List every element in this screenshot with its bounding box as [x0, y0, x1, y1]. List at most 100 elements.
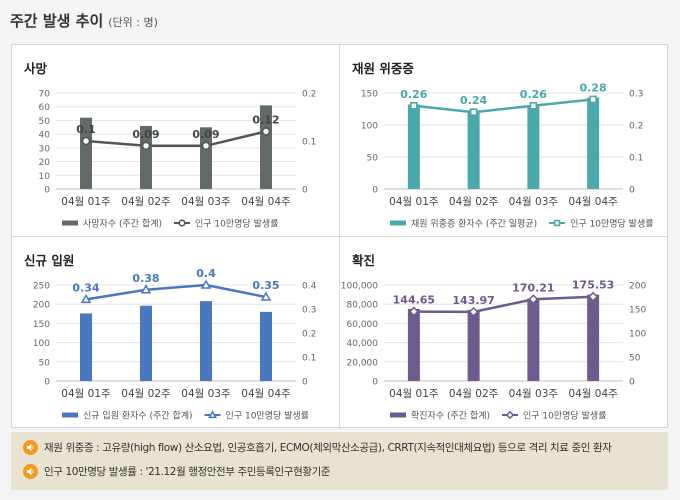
y2-tick-label: 50 — [629, 354, 641, 364]
x-tick-label: 04월 01주 — [389, 196, 439, 208]
x-tick-label: 04월 02주 — [121, 388, 171, 400]
y-tick-label: 10 — [39, 172, 51, 182]
speaker-icon — [23, 440, 38, 455]
y-tick-label: 100 — [33, 339, 50, 349]
legend-marker — [178, 219, 186, 227]
bar — [140, 305, 152, 381]
chart-panel-death: 사망 0 10 20 30 40 50 60 70 0 0.1 0.2 0.1 0.09 0.09 0.12… — [12, 45, 340, 237]
rate-point — [468, 306, 479, 317]
y2-tick-label: 0.2 — [302, 330, 316, 340]
chart-title: 사망 — [24, 61, 48, 76]
x-tick-label: 04월 03주 — [181, 388, 231, 400]
chart-title: 재원 위중증 — [352, 61, 414, 76]
y-tick-label: 200 — [33, 301, 50, 311]
x-tick-label: 04월 03주 — [509, 196, 559, 208]
y-tick-label: 150 — [361, 90, 378, 100]
y-tick-label: 0 — [372, 186, 378, 196]
rate-line — [413, 98, 594, 114]
legend-swatch-bars — [62, 220, 78, 226]
rate-point — [80, 293, 92, 304]
rate-point — [528, 294, 539, 305]
data-label: 0.35 — [252, 279, 279, 292]
y2-tick-label: 200 — [629, 282, 646, 292]
data-label: 144.65 — [393, 294, 435, 307]
rate-point — [589, 95, 597, 104]
x-tick-label: 04월 03주 — [181, 196, 231, 208]
rate-point — [81, 136, 91, 146]
y2-tick-label: 0 — [302, 378, 308, 388]
bar — [140, 125, 152, 189]
y-tick-label: 0 — [44, 378, 50, 388]
x-tick-label: 04월 04주 — [241, 196, 291, 208]
bar — [467, 110, 480, 189]
y2-tick-label: 0.2 — [629, 122, 643, 132]
bar — [587, 294, 600, 381]
data-label: 143.97 — [452, 294, 494, 307]
unit-label: (단위 : 명) — [108, 16, 158, 29]
y-tick-label: 0 — [44, 186, 50, 196]
bar — [80, 117, 92, 189]
rate-point — [410, 101, 418, 110]
y-tick-label: 20 — [39, 158, 51, 168]
legend-swatch-bars — [62, 412, 78, 418]
footnotes: 재원 위중증 : 고유량(high flow) 산소요법, 인공호흡기, ECM… — [11, 432, 668, 490]
bar — [467, 309, 480, 381]
data-label: 0.26 — [400, 88, 427, 101]
y2-tick-label: 0 — [629, 378, 635, 388]
footnote-text: 인구 10만명당 발생률 : '21.12월 행정안전부 주민등록인구현황기준 — [44, 466, 331, 478]
chart-title: 확진 — [352, 253, 376, 268]
y-tick-label: 40,000 — [347, 339, 379, 349]
y2-tick-label: 150 — [629, 306, 646, 316]
y2-tick-label: 0.4 — [302, 282, 317, 292]
chart-panel-confirmed: 확진 0 20,000 40,000 60,000 80,000 100,000 0 50 10… — [340, 237, 667, 429]
y2-tick-label: 0.1 — [302, 138, 316, 148]
data-label: 0.09 — [192, 128, 219, 141]
y-tick-label: 80,000 — [347, 301, 379, 311]
legend-label: 인구 10만명당 발생률 — [570, 219, 653, 230]
legend-label: 확진자수 (주간 합계) — [411, 410, 490, 422]
y-tick-label: 50 — [39, 358, 51, 368]
chart-panel-icu: 재원 위중증 0 50 100 150 0 0.1 0.2 0.3 0.26 0.24 0.26 0.… — [340, 45, 667, 237]
admission-chart: 0 50 100 150 200 250 0 0.1 0.2 0.3 0.4 0.34 0.38 0.4 0… — [33, 267, 317, 422]
bar — [260, 311, 272, 381]
y2-tick-label: 0.3 — [302, 306, 316, 316]
y-tick-label: 30 — [39, 144, 51, 154]
bar — [200, 301, 212, 381]
x-tick-label: 04월 03주 — [509, 388, 559, 400]
legend-label: 인구 10만명당 발생률 — [226, 411, 309, 422]
y-tick-label: 50 — [367, 154, 379, 164]
y-tick-label: 70 — [39, 90, 51, 100]
y-tick-label: 150 — [33, 320, 50, 330]
y2-tick-label: 0.3 — [629, 90, 643, 100]
chart-grid: 사망 0 10 20 30 40 50 60 70 0 0.1 0.2 0.1 0.09 0.09 0.12… — [11, 44, 668, 429]
footnote: 재원 위중증 : 고유량(high flow) 산소요법, 인공호흡기, ECM… — [23, 440, 612, 455]
y-tick-label: 250 — [33, 282, 50, 292]
legend-label: 사망자수 (주간 합계) — [83, 218, 162, 230]
y-tick-label: 20,000 — [347, 358, 379, 368]
death-chart: 0 10 20 30 40 50 60 70 0 0.1 0.2 0.1 0.09 0.09 0.12 04월… — [39, 90, 317, 230]
rate-point — [408, 306, 419, 317]
rate-point — [261, 127, 271, 136]
rate-line — [413, 295, 594, 314]
data-label: 0.12 — [252, 113, 279, 126]
x-tick-label: 04월 01주 — [61, 196, 111, 208]
bar — [260, 105, 272, 189]
speaker-icon — [23, 464, 38, 479]
data-label: 0.1 — [76, 123, 96, 136]
y-tick-label: 0 — [372, 378, 378, 388]
data-label: 0.38 — [132, 272, 159, 285]
rate-point — [529, 101, 538, 110]
data-label: 0.28 — [580, 81, 607, 94]
rate-point — [140, 284, 152, 294]
bar — [407, 309, 420, 381]
data-label: 0.24 — [460, 94, 487, 107]
x-tick-label: 04월 04주 — [568, 388, 618, 400]
data-label: 170.21 — [512, 281, 554, 294]
y-tick-label: 100 — [361, 122, 378, 132]
legend-marker — [208, 410, 218, 419]
bar — [527, 105, 540, 189]
page-title: 주간 발생 추이 — [10, 12, 104, 30]
y2-tick-label: 0.1 — [302, 354, 316, 364]
rate-point — [200, 279, 212, 289]
rate-line — [85, 130, 267, 148]
